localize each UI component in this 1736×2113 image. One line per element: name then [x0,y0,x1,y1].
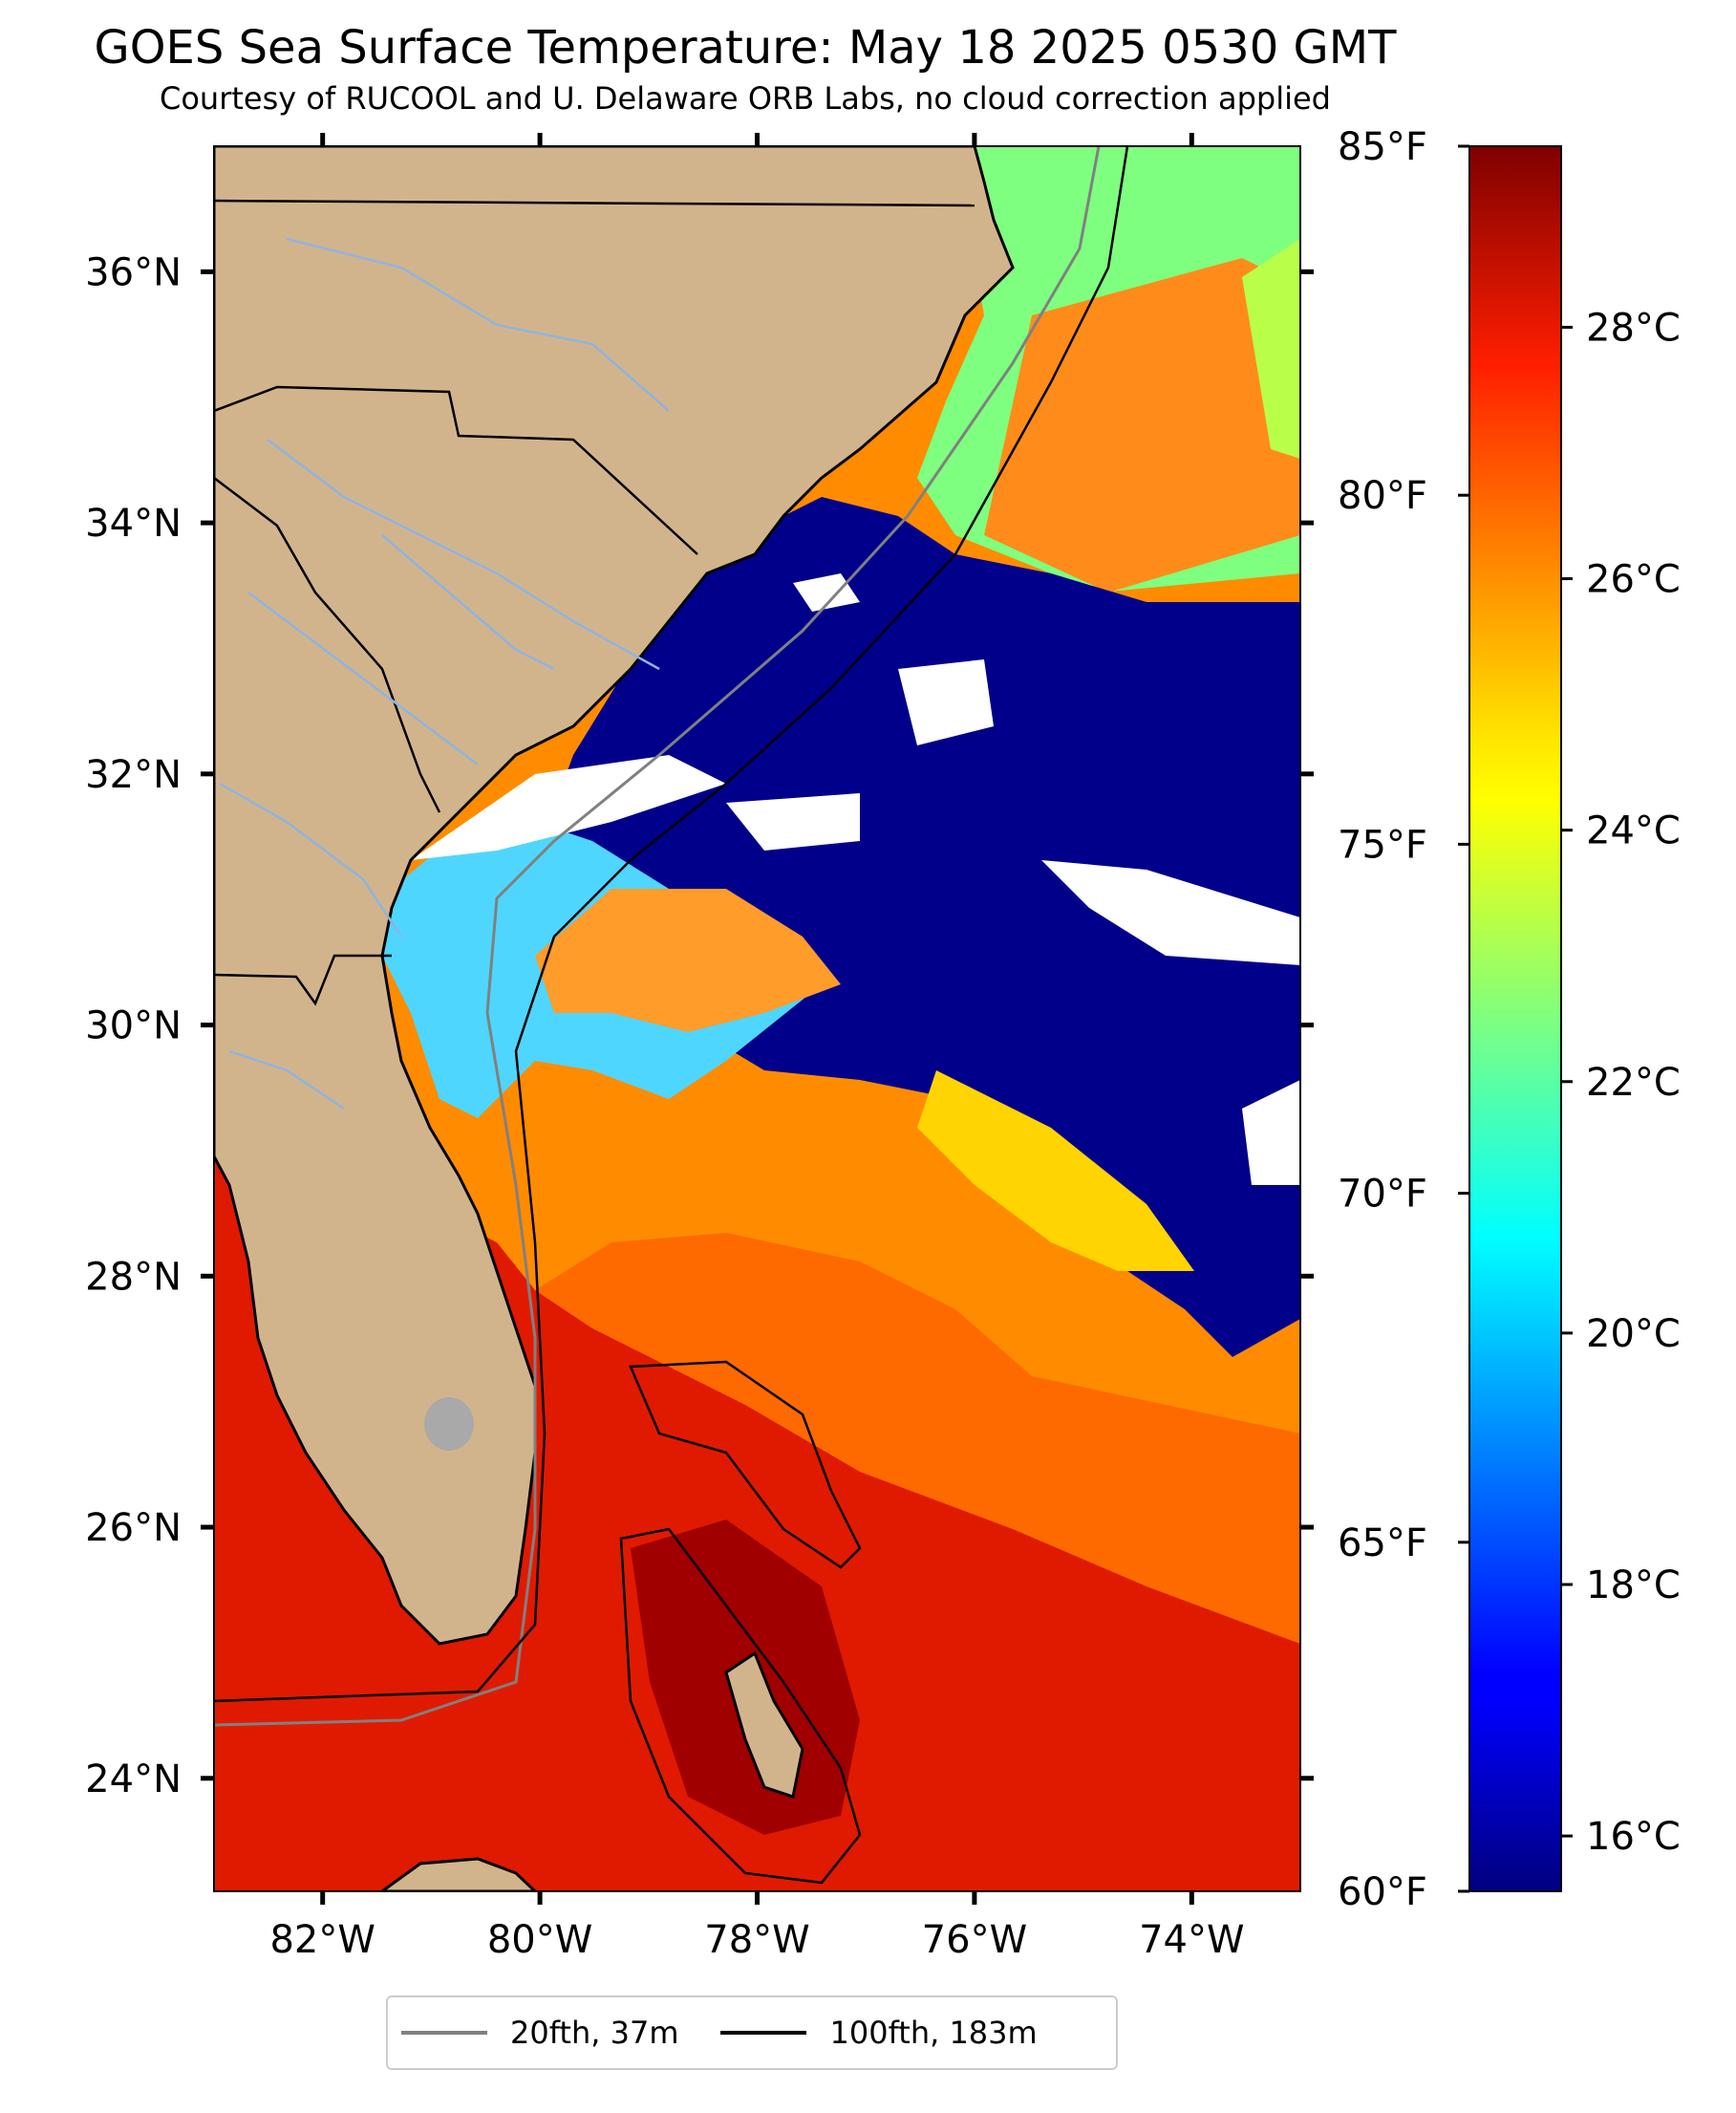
sst-warm-tongue [535,889,841,1032]
land-mainland [214,146,1015,1646]
fahrenheit-tick-label: 75°F [1338,823,1427,867]
lat-tick-label: 34°N [85,502,182,546]
lat-tick-label: 28°N [85,1255,182,1299]
cloud-patch [726,793,860,851]
lon-tick-label: 74°W [1139,1918,1244,1962]
lat-tick-label: 36°N [85,250,182,294]
legend-label-100fth: 100fth, 183m [829,2015,1038,2051]
lat-tick-label: 30°N [85,1004,182,1048]
legend-label-20fth: 20fth, 37m [510,2015,679,2051]
lat-tick-label: 24°N [85,1757,182,1801]
isobath-bahama-bank [629,1360,862,1569]
fahrenheit-tick-label: 80°F [1338,474,1427,518]
sst-offshore-eddy [984,258,1300,593]
cloud-patch [793,573,860,612]
celsius-tick-label: 26°C [1586,558,1681,602]
celsius-tick-label: 22°C [1586,1061,1681,1105]
isobath-20fth [214,146,1101,1727]
sst-front-fringe [917,1070,1194,1271]
lat-tick-label: 32°N [85,753,182,797]
legend-swatch-100fth [720,2031,807,2035]
cloud-patch [1041,860,1300,965]
lon-axis: 82°W 80°W 78°W 76°W 74°W [269,133,1245,1962]
lat-axis: 24°N 26°N 28°N 30°N 32°N 34°N 36°N [85,250,1314,1801]
map-panel [214,146,1300,1891]
lon-tick-label: 80°W [487,1918,592,1962]
isobath-100fth [214,146,1129,1703]
sst-cool-patch [1242,239,1300,459]
isobath-legend: 20fth, 37m 100fth, 183m [386,1995,1118,2070]
colorbar [1468,145,1562,1892]
fahrenheit-tick-label: 70°F [1338,1173,1427,1217]
legend-item-20fth: 20fth, 37m [401,2015,678,2051]
celsius-tick-label: 28°C [1586,306,1681,350]
cloud-patch [898,659,994,745]
celsius-tick-label: 18°C [1586,1563,1681,1607]
land-andros [724,1650,804,1799]
map-title: GOES Sea Surface Temperature: May 18 202… [94,21,1397,75]
isobath-great-bahama-bank [619,1527,862,1885]
fahrenheit-tick-label: 65°F [1338,1521,1427,1565]
fahrenheit-tick-label: 85°F [1338,125,1427,169]
celsius-tick-label: 16°C [1586,1815,1681,1859]
cloud-patch [411,755,726,860]
legend-item-100fth: 100fth, 183m [720,2015,1038,2051]
lat-tick-label: 26°N [85,1506,182,1550]
map-subtitle: Courtesy of RUCOOL and U. Delaware ORB L… [160,80,1331,117]
lon-tick-label: 82°W [269,1918,375,1962]
land-cuba [379,1857,538,1891]
lake-okeechobee [424,1397,474,1451]
lon-tick-label: 78°W [704,1918,809,1962]
rivers [219,237,670,1110]
celsius-tick-label: 20°C [1586,1312,1681,1356]
sst-cold-field [535,497,1300,1357]
cloud-patch [1242,1080,1300,1185]
legend-swatch-20fth [401,2031,487,2035]
celsius-tick-label: 24°C [1586,809,1681,853]
fahrenheit-tick-label: 60°F [1338,1870,1427,1914]
sst-gulfstream-edge [535,1233,1300,1644]
lon-tick-label: 76°W [922,1918,1027,1962]
state-borders [214,199,975,1006]
colorbar-celsius-axis: 16°C 18°C 20°C 22°C 24°C 26°C 28°C [1561,306,1681,1859]
colorbar-fahrenheit-axis: 60°F 65°F 70°F 75°F 80°F 85°F [1338,125,1469,1914]
